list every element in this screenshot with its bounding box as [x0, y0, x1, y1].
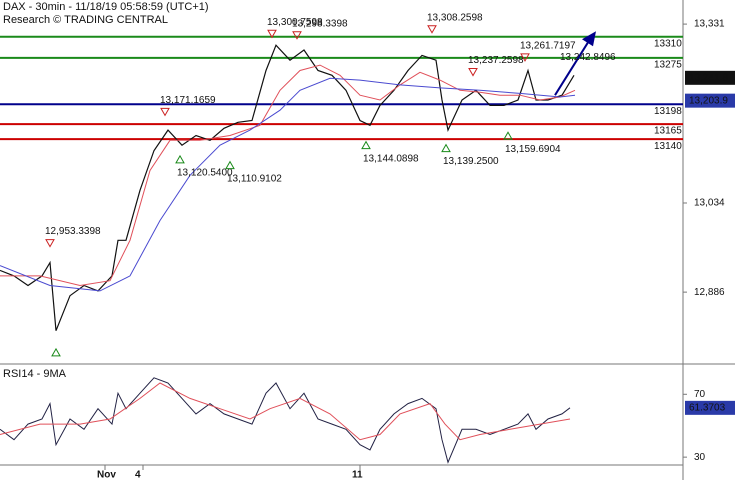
x-tick-label: Nov — [97, 470, 116, 480]
high-label: 13,171.1659 — [160, 95, 216, 106]
low-label: 13,144.0898 — [363, 153, 419, 164]
low-label: 13,139.2500 — [443, 156, 499, 167]
level-label: 13140 — [654, 141, 682, 152]
price-tag — [685, 400, 735, 415]
target-label: 13,242.8496 — [560, 52, 616, 63]
high-label: 13,298.3398 — [292, 18, 348, 29]
series-line — [0, 64, 576, 287]
level-label: 13310 — [654, 38, 682, 49]
price-tag-label: 61.3703 — [689, 402, 726, 413]
low-marker — [361, 140, 371, 150]
high-marker — [292, 31, 302, 40]
rsi-title: RSI14 - 9MA — [3, 368, 67, 380]
low-label: 13,110.9102 — [227, 173, 282, 184]
high-marker — [520, 53, 530, 62]
price-tag — [685, 93, 735, 108]
chart-title: DAX - 30min - 11/18/19 05:58:59 (UTC+1) — [3, 1, 209, 13]
arrow-head — [582, 31, 596, 47]
high-marker — [427, 25, 437, 34]
low-marker — [503, 131, 513, 140]
series-line — [0, 77, 576, 292]
y-tick-label: 70 — [694, 389, 706, 400]
high-label: 13,261.7197 — [520, 40, 576, 51]
y-tick-label: 12,886 — [694, 287, 725, 298]
y-tick-label: 30 — [694, 452, 706, 463]
price-tag-label: 13,241.8 — [689, 72, 728, 83]
series-line — [0, 377, 571, 464]
high-marker — [160, 107, 170, 117]
low-label: 13,159.6904 — [505, 144, 561, 155]
high-marker — [267, 29, 277, 39]
level-label: 13165 — [654, 126, 682, 137]
target-arrow — [554, 38, 591, 96]
high-marker — [468, 68, 478, 77]
level-label: 13275 — [654, 59, 682, 70]
y-tick-label: 13,331 — [694, 19, 725, 30]
series-line — [0, 382, 571, 441]
level-label: 13198 — [654, 106, 682, 117]
chart-subtitle: Research © TRADING CENTRAL — [3, 14, 168, 26]
high-label: 13,237.2598 — [468, 55, 524, 66]
x-tick-label: 11 — [352, 470, 363, 480]
low-marker — [175, 154, 185, 164]
low-marker — [225, 160, 235, 170]
high-label: 13,300.7598 — [267, 17, 323, 28]
high-label: 12,953.3398 — [45, 226, 101, 237]
price-tag — [685, 70, 735, 85]
low-label: 13,120.5400 — [177, 168, 233, 179]
x-tick-label: 4 — [135, 470, 141, 480]
high-marker — [45, 239, 55, 248]
high-label: 13,308.2598 — [427, 12, 483, 23]
low-marker — [51, 347, 61, 357]
low-marker — [441, 143, 451, 153]
price-tag-label: 13,203.9 — [689, 95, 728, 106]
series-line — [0, 44, 575, 331]
y-tick-label: 13,034 — [694, 198, 725, 209]
